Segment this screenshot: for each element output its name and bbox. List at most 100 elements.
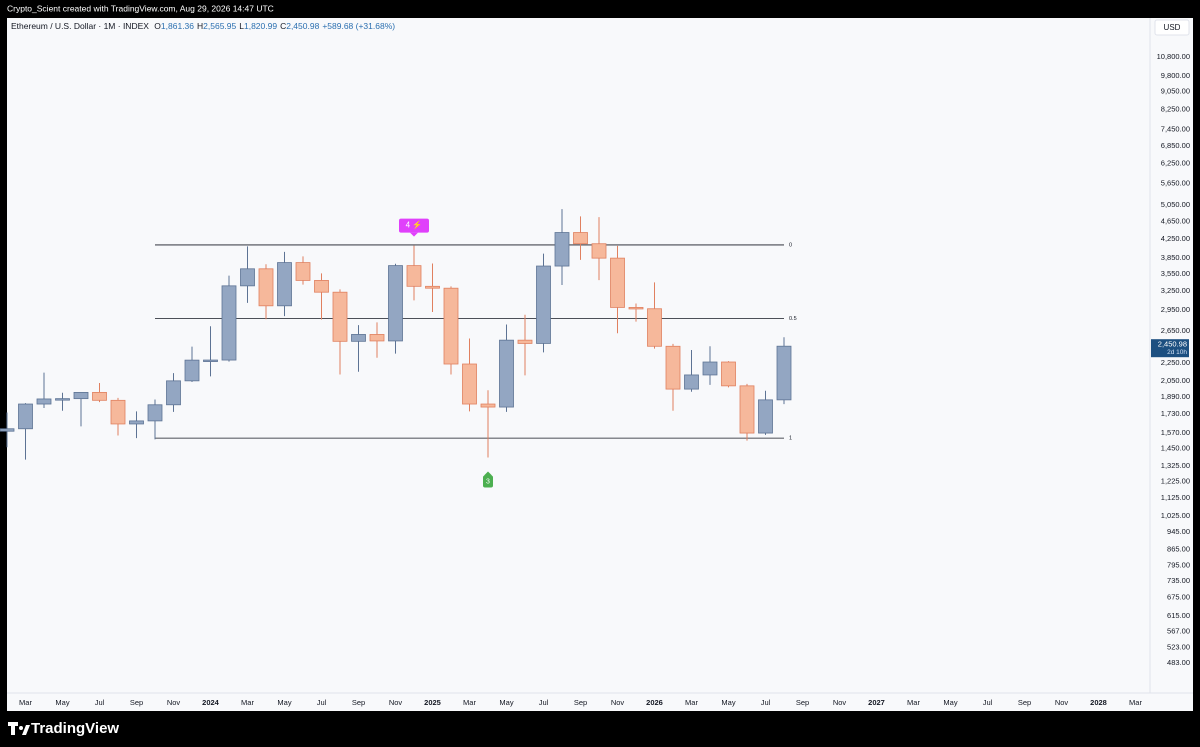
legend-value: 2,565.95	[203, 21, 237, 31]
level-label: 0	[789, 242, 792, 248]
currency-box[interactable]	[1154, 19, 1190, 36]
y-tick-label: 4,250.00	[1161, 234, 1190, 243]
x-tick-label: Sep	[1018, 698, 1031, 707]
y-tick-label: 1,890.00	[1161, 392, 1190, 401]
candle-body	[721, 361, 736, 387]
candle-body	[295, 262, 311, 281]
candle-body	[184, 359, 200, 382]
symbol: Ethereum / U.S. Dollar · 1M · INDEX	[11, 21, 149, 31]
candle-body	[406, 265, 422, 287]
candle-body	[147, 404, 163, 422]
candle-body	[628, 307, 644, 310]
y-tick-label: 3,250.00	[1161, 286, 1190, 295]
annotation-text: 3	[486, 478, 490, 485]
candle-body	[203, 359, 218, 362]
legend-key: L	[239, 21, 244, 31]
y-tick-label: 865.00	[1167, 544, 1190, 553]
x-tick-label: Sep	[574, 698, 587, 707]
y-tick-label: 1,325.00	[1161, 461, 1190, 470]
candle-body	[277, 262, 292, 307]
candle-body	[684, 374, 699, 390]
annotation-pointer	[410, 232, 418, 237]
candle-body	[462, 363, 477, 405]
candle-body	[0, 428, 15, 432]
x-tick-label: May	[55, 698, 69, 707]
candle-body	[425, 285, 440, 289]
chart-panel	[7, 18, 1193, 711]
x-tick-label: Mar	[19, 698, 32, 707]
y-tick-label: 2,050.00	[1161, 376, 1190, 385]
x-tick-label: Nov	[1055, 698, 1069, 707]
y-tick-label: 567.00	[1167, 627, 1190, 636]
legend-value: 2,450.98	[286, 21, 320, 31]
x-tick-label: Nov	[167, 698, 181, 707]
y-tick-label: 675.00	[1167, 593, 1190, 602]
x-tick-label: Nov	[833, 698, 847, 707]
candle-body	[665, 345, 681, 390]
x-tick-label: Mar	[907, 698, 920, 707]
footer-logo: TradingView	[31, 720, 119, 737]
x-tick-label: Nov	[389, 698, 403, 707]
y-tick-label: 7,450.00	[1161, 124, 1190, 133]
x-tick-label: Jul	[761, 698, 771, 707]
candle-body	[166, 380, 181, 406]
y-tick-label: 735.00	[1167, 576, 1190, 585]
x-tick-label: 2024	[202, 698, 220, 707]
top-bar-text: Crypto_Scient created with TradingView.c…	[7, 3, 274, 13]
y-tick-label: 615.00	[1167, 611, 1190, 620]
candle-body	[443, 287, 459, 365]
candle-body	[776, 345, 792, 401]
x-tick-label: Mar	[241, 698, 254, 707]
annotation-badge	[483, 475, 493, 488]
candle-body	[258, 268, 274, 307]
candle-body	[351, 334, 366, 342]
y-tick-label: 5,650.00	[1161, 178, 1190, 187]
price-countdown: 2d 10h	[1167, 349, 1187, 356]
x-tick-label: 2025	[424, 698, 441, 707]
x-tick-label: Jul	[983, 698, 993, 707]
y-tick-label: 1,450.00	[1161, 444, 1190, 453]
candle-body	[110, 399, 126, 425]
price-label: 2,450.98	[1158, 340, 1187, 349]
x-tick-label: Mar	[463, 698, 476, 707]
legend-value: 1,820.99	[243, 21, 278, 31]
candle-body	[536, 265, 551, 344]
y-tick-label: 1,225.00	[1161, 476, 1190, 485]
y-tick-label: 9,800.00	[1161, 71, 1190, 80]
legend-key: O	[154, 21, 161, 31]
y-tick-label: 8,250.00	[1161, 104, 1190, 113]
footer-bar	[0, 711, 1200, 747]
candle-body	[702, 361, 718, 376]
legend-key: C	[280, 21, 287, 31]
legend-change: +589.68 (+31.68%)	[322, 21, 396, 31]
candle-body	[480, 403, 496, 408]
candle-body	[92, 391, 107, 401]
candle-body	[517, 339, 533, 344]
y-tick-label: 483.00	[1167, 658, 1190, 667]
y-tick-label: 1,730.00	[1161, 409, 1190, 418]
y-tick-label: 3,850.00	[1161, 253, 1190, 262]
annotation-pointer	[484, 471, 492, 476]
x-tick-label: May	[499, 698, 513, 707]
candle-body	[73, 391, 89, 400]
candle-body	[591, 243, 607, 259]
y-tick-label: 3,550.00	[1161, 269, 1190, 278]
y-tick-label: 1,125.00	[1161, 493, 1190, 502]
candle-body	[369, 334, 385, 342]
x-tick-label: Mar	[685, 698, 698, 707]
y-tick-label: 523.00	[1167, 642, 1190, 651]
x-tick-label: Mar	[1129, 698, 1142, 707]
candle-body	[55, 398, 70, 401]
candle-body	[499, 339, 514, 408]
currency[interactable]: USD	[1164, 23, 1181, 32]
x-tick-label: May	[943, 698, 957, 707]
level-label: 0.5	[789, 316, 797, 322]
candle-body	[314, 280, 329, 293]
candle-body	[739, 385, 755, 434]
candle-body	[240, 268, 255, 287]
y-tick-label: 5,050.00	[1161, 200, 1190, 209]
x-tick-label: 2027	[868, 698, 885, 707]
x-tick-label: Sep	[796, 698, 809, 707]
